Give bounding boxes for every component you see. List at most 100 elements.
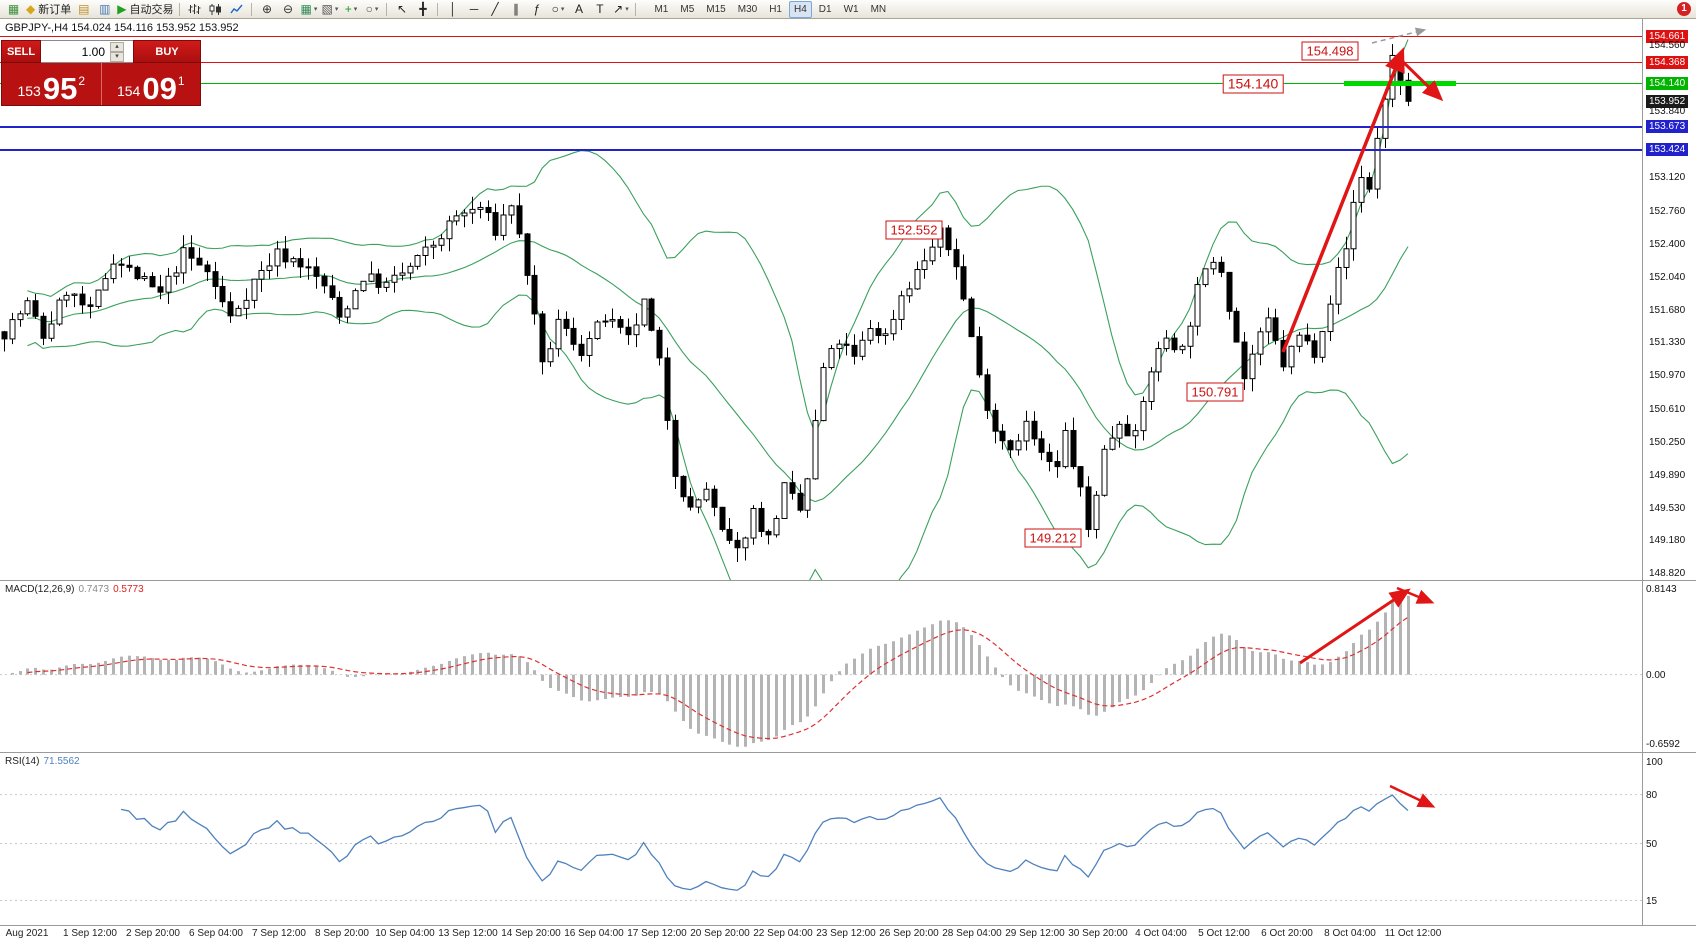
buy-price-point: 1 bbox=[177, 74, 185, 88]
rsi-value: 71.5562 bbox=[43, 756, 80, 767]
cursor-icon[interactable]: ↖ bbox=[396, 2, 407, 16]
time-label: 22 Sep 04:00 bbox=[753, 928, 813, 939]
text-icon[interactable]: A bbox=[574, 2, 583, 16]
chart-window-icon[interactable]: ▤ bbox=[78, 2, 90, 16]
buy-price-display[interactable]: 154 09 1 bbox=[100, 63, 201, 106]
price-annotation-150.791[interactable]: 150.791 bbox=[1186, 382, 1244, 402]
fibonacci-icon[interactable]: ƒ bbox=[533, 2, 541, 16]
time-label: 30 Sep 20:00 bbox=[1068, 928, 1128, 939]
bars-chart-icon[interactable] bbox=[184, 1, 205, 17]
price-tick: 153.840 bbox=[1649, 106, 1686, 118]
time-label: 16 Sep 04:00 bbox=[564, 928, 624, 939]
periods-icon[interactable]: ○ ▾ bbox=[365, 2, 379, 16]
price-annotation-154.498[interactable]: 154.498 bbox=[1301, 41, 1359, 61]
timeframe-M30[interactable]: M30 bbox=[737, 3, 758, 15]
price-tick: 150.610 bbox=[1649, 403, 1686, 415]
time-label: 17 Sep 12:00 bbox=[627, 928, 687, 939]
timeframe-M1[interactable]: M1 bbox=[654, 3, 669, 15]
trendline-icon[interactable]: ╱ bbox=[491, 2, 499, 16]
templates-icon[interactable]: ▧ ▾ bbox=[321, 2, 339, 16]
line-chart-icon[interactable] bbox=[226, 1, 247, 17]
volume-input[interactable] bbox=[41, 41, 107, 62]
price-annotation-154.140[interactable]: 154.140 bbox=[1222, 74, 1284, 94]
buy-price-whole: 154 bbox=[116, 83, 141, 99]
equidistant-channel-icon[interactable]: ∥ bbox=[512, 2, 519, 16]
price-tick: 150.250 bbox=[1649, 436, 1686, 448]
sell-price-pips: 95 bbox=[42, 70, 78, 106]
vertical-line-icon[interactable]: │ bbox=[449, 2, 457, 16]
horizontal-line-icon[interactable]: ─ bbox=[469, 2, 479, 16]
toolbar-separator bbox=[251, 2, 253, 16]
price-tick: 148.820 bbox=[1649, 568, 1686, 580]
time-label: 26 Sep 20:00 bbox=[879, 928, 939, 939]
symbol-ohlc-label: GBPJPY-,H4 154.024 154.116 153.952 153.9… bbox=[5, 22, 239, 34]
zoom-out-icon[interactable]: ⊖ bbox=[282, 2, 293, 16]
price-tick: 149.530 bbox=[1649, 503, 1686, 515]
time-label: 29 Sep 12:00 bbox=[1005, 928, 1065, 939]
toolbar-icons: ▦ ◆ 新订单 ▤ ▥ ▶ 自动交易 ⊕ ⊖ ▦ ▾ ▧ ▾ + ▾ ○ ▾ ↖ ╋ │ ─ ╱ ∥ ƒ ○ ▾ A T ↗ ▾ bbox=[3, 1, 640, 17]
arrows-tool-icon[interactable]: ↗ ▾ bbox=[613, 2, 629, 16]
price-tick: 152.760 bbox=[1649, 205, 1686, 217]
sell-price-display[interactable]: 153 95 2 bbox=[2, 63, 101, 105]
rsi-scale-tick: 100 bbox=[1646, 757, 1663, 768]
time-label: 10 Sep 04:00 bbox=[375, 928, 435, 939]
price-tick: 153.952 bbox=[1646, 94, 1689, 108]
indicators-icon[interactable]: + ▾ bbox=[344, 2, 358, 16]
price-annotation-149.212[interactable]: 149.212 bbox=[1024, 528, 1082, 548]
price-tick: 152.040 bbox=[1649, 271, 1686, 283]
sell-price-whole: 153 bbox=[17, 83, 41, 99]
macd-signal-value: 0.5773 bbox=[113, 584, 144, 595]
time-label: 13 Sep 12:00 bbox=[438, 928, 498, 939]
timeframe-W1[interactable]: W1 bbox=[843, 3, 859, 15]
time-label: 1 Sep 12:00 bbox=[63, 928, 117, 939]
volume-spinner: ▴ ▾ bbox=[110, 41, 124, 62]
toolbar-separator bbox=[635, 2, 637, 16]
volume-down-icon[interactable]: ▾ bbox=[110, 51, 124, 62]
volume-up-icon[interactable]: ▴ bbox=[110, 41, 124, 52]
price-tick: 153.120 bbox=[1649, 172, 1686, 184]
price-annotation-152.552[interactable]: 152.552 bbox=[885, 220, 943, 240]
hline-154.14[interactable] bbox=[0, 83, 1642, 85]
zoom-in-icon[interactable]: ⊕ bbox=[261, 2, 272, 16]
crosshair-icon[interactable]: ╋ bbox=[419, 2, 427, 16]
toolbar-separator bbox=[179, 2, 181, 16]
auto-trading-button[interactable]: ▶ 自动交易 bbox=[117, 2, 174, 16]
timeframe-H1[interactable]: H1 bbox=[769, 3, 782, 15]
price-tick: 154.368 bbox=[1646, 56, 1689, 70]
time-label: 14 Sep 20:00 bbox=[501, 928, 561, 939]
timeframe-MN[interactable]: MN bbox=[870, 3, 887, 15]
buy-button[interactable]: BUY bbox=[133, 40, 201, 63]
shapes-icon[interactable]: ○ ▾ bbox=[551, 2, 565, 16]
sell-price-point: 2 bbox=[78, 74, 86, 88]
sell-button[interactable]: SELL bbox=[1, 40, 41, 63]
hline-153.424[interactable] bbox=[0, 148, 1642, 151]
price-tick: 154.140 bbox=[1646, 77, 1689, 91]
toolbar-separator bbox=[386, 2, 388, 16]
candlestick-chart-icon[interactable] bbox=[205, 1, 226, 17]
timeframe-D1[interactable]: D1 bbox=[818, 3, 832, 15]
thick-green-level-154.14[interactable] bbox=[1344, 81, 1456, 87]
rsi-label: RSI(14) 71.5562 bbox=[5, 756, 80, 767]
timeframe-M5[interactable]: M5 bbox=[680, 3, 695, 15]
price-tick: 153.673 bbox=[1646, 120, 1689, 134]
time-label: 6 Sep 04:00 bbox=[189, 928, 243, 939]
rsi-scale-tick: 50 bbox=[1646, 838, 1658, 850]
time-label: Aug 2021 bbox=[5, 928, 49, 939]
price-tick: 152.400 bbox=[1649, 238, 1686, 250]
profiles-icon[interactable]: ▥ bbox=[99, 2, 111, 16]
timeframe-M15[interactable]: M15 bbox=[706, 3, 726, 15]
hline-153.673[interactable] bbox=[0, 125, 1642, 128]
hline-154.661[interactable] bbox=[0, 35, 1642, 37]
toolbar-separator bbox=[437, 2, 439, 16]
timeframe-H4[interactable]: H4 bbox=[788, 0, 812, 18]
notifications-badge[interactable]: 1 bbox=[1677, 2, 1691, 16]
new-chart-icon[interactable]: ▦ bbox=[7, 2, 20, 16]
time-label: 4 Oct 04:00 bbox=[1135, 928, 1187, 939]
price-tick: 149.180 bbox=[1649, 535, 1686, 547]
text-label-icon[interactable]: T bbox=[596, 2, 604, 16]
hline-154.368[interactable] bbox=[0, 62, 1642, 64]
tile-windows-icon[interactable]: ▦ ▾ bbox=[300, 2, 318, 16]
buy-price-pips: 09 bbox=[142, 70, 177, 106]
new-order-button[interactable]: ◆ 新订单 bbox=[26, 2, 72, 16]
